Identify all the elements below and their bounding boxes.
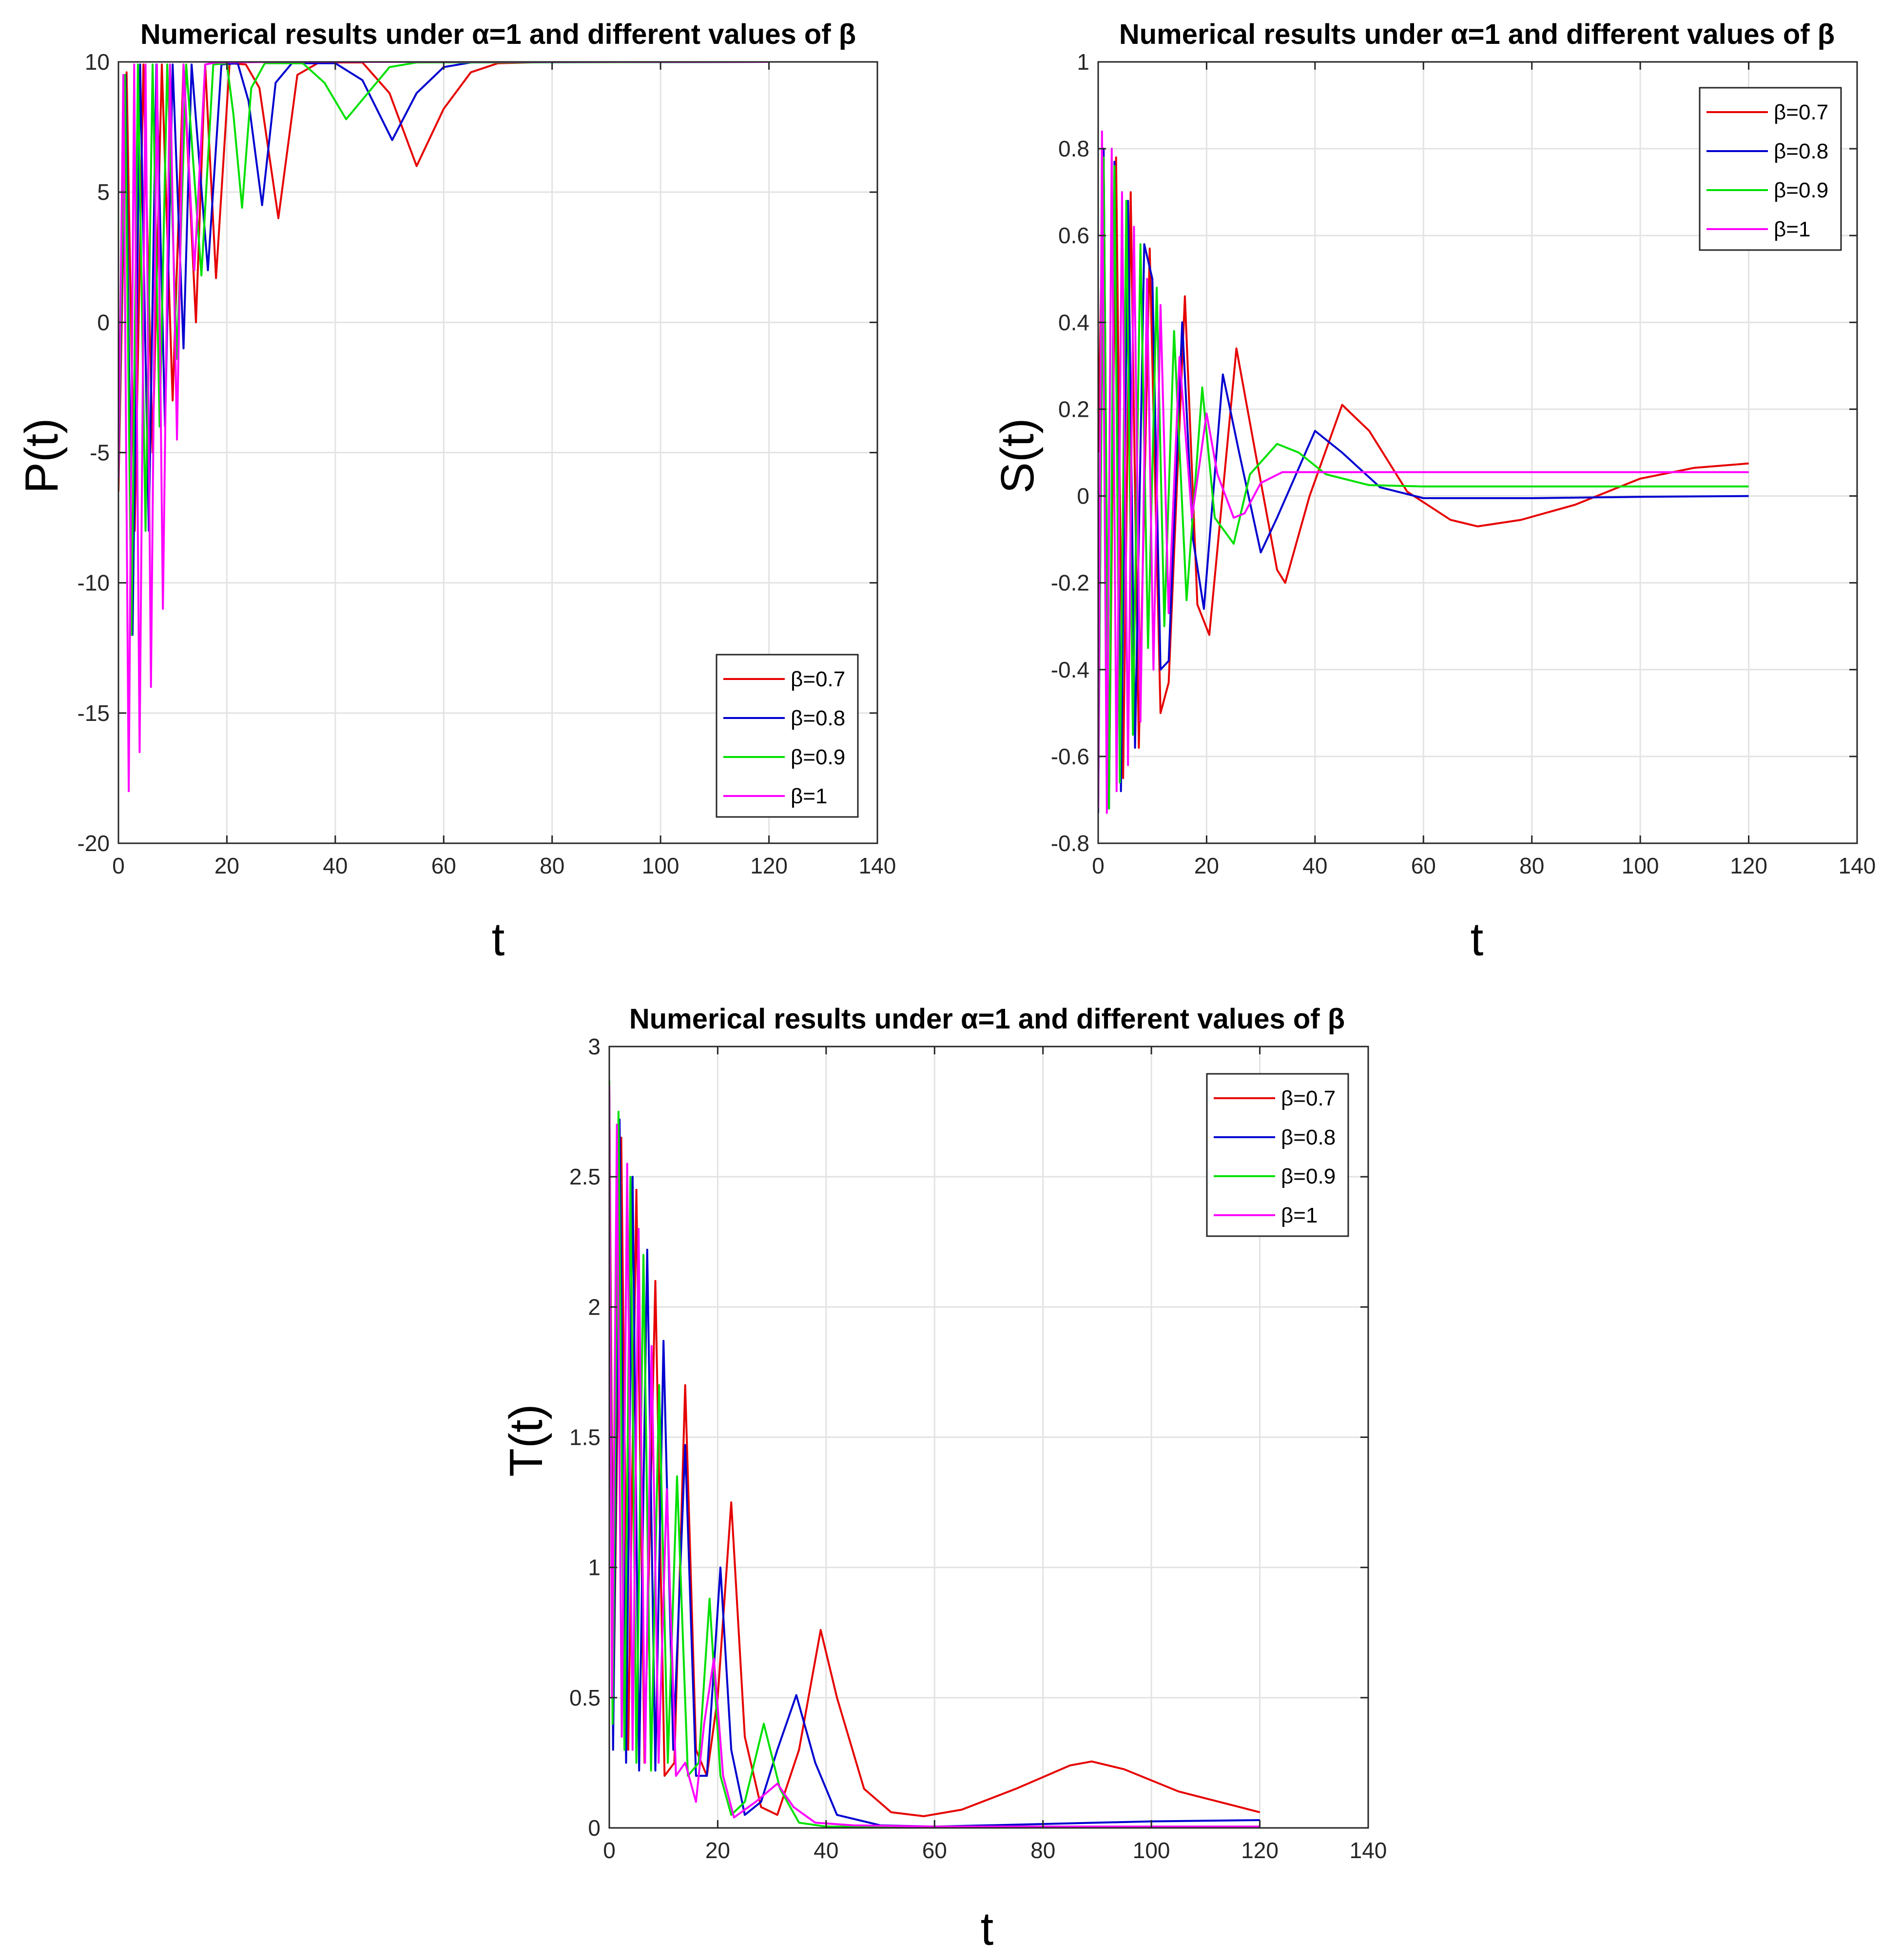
x-tick-label: 60 <box>922 1838 947 1863</box>
y-tick-label: 1 <box>1077 49 1089 75</box>
x-tick-label: 80 <box>1519 853 1544 878</box>
y-tick-label: -10 <box>78 570 110 596</box>
x-axis-label: t <box>981 1903 994 1955</box>
y-tick-label: 0.4 <box>1058 310 1089 335</box>
chart-panel-s: Numerical results under α=1 and differen… <box>991 19 1876 966</box>
legend-label: β=0.7 <box>791 667 845 691</box>
legend-label: β=0.9 <box>1281 1164 1336 1188</box>
chart-panel-p: Numerical results under α=1 and differen… <box>16 19 896 966</box>
legend-label: β=0.8 <box>791 706 845 730</box>
y-tick-label: -5 <box>90 440 110 466</box>
y-tick-label: 2.5 <box>569 1164 601 1189</box>
y-tick-label: 5 <box>97 179 110 205</box>
x-tick-label: 0 <box>112 853 125 878</box>
x-tick-label: 20 <box>214 853 239 878</box>
y-tick-label: 0 <box>97 310 110 335</box>
x-tick-label: 20 <box>705 1838 730 1863</box>
legend-label: β=1 <box>791 784 827 808</box>
x-tick-label: 0 <box>603 1838 616 1863</box>
x-tick-label: 20 <box>1194 853 1219 878</box>
x-tick-label: 60 <box>1411 853 1436 878</box>
series-line-0 <box>1098 148 1749 801</box>
x-tick-label: 140 <box>1350 1838 1387 1863</box>
series-line-1 <box>1098 148 1749 813</box>
legend-label: β=1 <box>1281 1203 1318 1227</box>
x-tick-label: 140 <box>859 853 896 878</box>
x-axis-label: t <box>492 913 505 966</box>
chart-title: Numerical results under α=1 and differen… <box>140 19 856 50</box>
chart-title: Numerical results under α=1 and differen… <box>1119 19 1835 50</box>
legend-box <box>716 654 859 818</box>
x-tick-label: 40 <box>814 1838 838 1863</box>
legend: β=0.7 β=0.8 β=0.9 β=1 <box>1699 87 1842 251</box>
legend-label: β=0.7 <box>1774 100 1828 124</box>
x-axis-label: t <box>1471 913 1484 966</box>
y-tick-label: 0 <box>588 1815 601 1841</box>
x-tick-label: 120 <box>1730 853 1767 878</box>
x-tick-label: 80 <box>1030 1838 1055 1863</box>
legend-label: β=0.9 <box>1774 178 1828 202</box>
x-tick-label: 120 <box>1241 1838 1279 1863</box>
series-line-3 <box>609 1086 1260 1828</box>
series-line-2 <box>1098 156 1749 810</box>
chart-panel-t: Numerical results under α=1 and differen… <box>500 1003 1387 1955</box>
legend-label: β=0.7 <box>1281 1087 1336 1110</box>
x-tick-label: 100 <box>1622 853 1659 878</box>
legend-box <box>1206 1073 1349 1237</box>
x-tick-label: 100 <box>1133 1838 1170 1863</box>
y-tick-label: -20 <box>78 831 110 856</box>
y-tick-label: -15 <box>78 700 110 726</box>
y-tick-label: -0.4 <box>1051 657 1089 682</box>
y-axis-label: S(t) <box>991 418 1044 494</box>
series-line-2 <box>118 62 769 636</box>
chart-title: Numerical results under α=1 and differen… <box>629 1003 1345 1035</box>
x-tick-label: 100 <box>642 853 679 878</box>
legend-label: β=0.8 <box>1774 139 1828 163</box>
y-tick-label: 0 <box>1077 484 1089 509</box>
legend: β=0.7 β=0.8 β=0.9 β=1 <box>1206 1073 1349 1237</box>
y-tick-label: 2 <box>588 1294 601 1320</box>
legend-label: β=0.9 <box>791 745 845 769</box>
y-axis-label: P(t) <box>16 418 68 494</box>
x-tick-label: 40 <box>323 853 348 878</box>
series-line-3 <box>1098 130 1749 814</box>
y-tick-label: 0.2 <box>1058 396 1089 422</box>
y-tick-label: 0.6 <box>1058 223 1089 248</box>
x-tick-label: 0 <box>1092 853 1105 878</box>
y-tick-label: 1.5 <box>569 1425 601 1450</box>
y-tick-label: 0.5 <box>569 1685 601 1710</box>
x-tick-label: 60 <box>431 853 456 878</box>
legend: β=0.7 β=0.8 β=0.9 β=1 <box>716 654 859 818</box>
legend-label: β=0.8 <box>1281 1126 1336 1149</box>
y-axis-label: T(t) <box>500 1404 552 1476</box>
x-tick-label: 40 <box>1302 853 1327 878</box>
series-line-3 <box>118 62 769 793</box>
y-tick-label: -0.2 <box>1051 570 1089 596</box>
x-tick-label: 80 <box>540 853 564 878</box>
y-tick-label: -0.8 <box>1051 831 1089 856</box>
legend-box <box>1699 87 1842 251</box>
axes-box <box>1097 61 1858 844</box>
x-tick-label: 120 <box>750 853 788 878</box>
y-tick-label: 10 <box>85 49 110 75</box>
y-tick-label: -0.6 <box>1051 744 1089 769</box>
y-tick-label: 0.8 <box>1058 136 1089 161</box>
x-tick-label: 140 <box>1839 853 1876 878</box>
y-tick-label: 3 <box>588 1034 601 1059</box>
y-tick-label: 1 <box>588 1555 601 1580</box>
legend-label: β=1 <box>1774 217 1810 241</box>
